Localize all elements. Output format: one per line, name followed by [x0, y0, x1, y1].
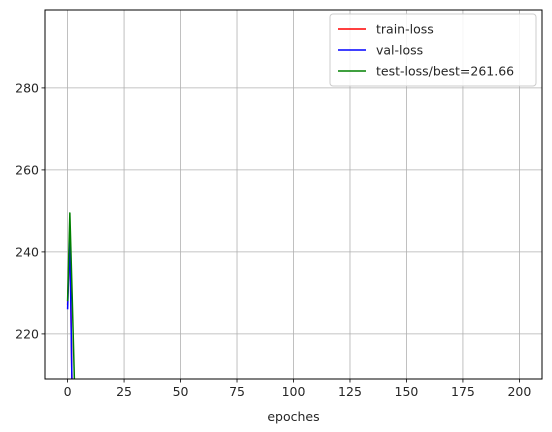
- series-line-test-loss: [66, 212, 76, 379]
- legend-entry-label: val-loss: [376, 43, 423, 58]
- x-tick-label: 200: [507, 384, 531, 399]
- x-tick-label: 150: [395, 384, 419, 399]
- legend-frame: [329, 13, 537, 87]
- x-tick-label: 0: [64, 384, 72, 399]
- x-tick-label: 25: [116, 384, 132, 399]
- legend-entry-label: test-loss/best=261.66: [376, 64, 514, 79]
- series-lines: [66, 212, 76, 379]
- x-tick-label: 50: [173, 384, 189, 399]
- y-tick-label: 220: [15, 326, 39, 341]
- y-tick-label: 240: [15, 244, 39, 259]
- x-tick-label: 75: [229, 384, 245, 399]
- y-tick-label: 260: [15, 162, 39, 177]
- x-tick-label: 100: [282, 384, 306, 399]
- x-tick-label: 175: [451, 384, 475, 399]
- y-axis-ticks: 220 240 260 280: [15, 80, 45, 341]
- y-tick-label: 280: [15, 80, 39, 95]
- legend-entry-label: train-loss: [376, 22, 434, 37]
- legend: train-loss val-loss test-loss/best=261.66: [329, 13, 537, 87]
- x-tick-label: 125: [338, 384, 362, 399]
- x-axis-ticks: 0 25 50 75 100 125 150 175 200: [64, 379, 531, 399]
- x-axis-label: epoches: [267, 409, 319, 424]
